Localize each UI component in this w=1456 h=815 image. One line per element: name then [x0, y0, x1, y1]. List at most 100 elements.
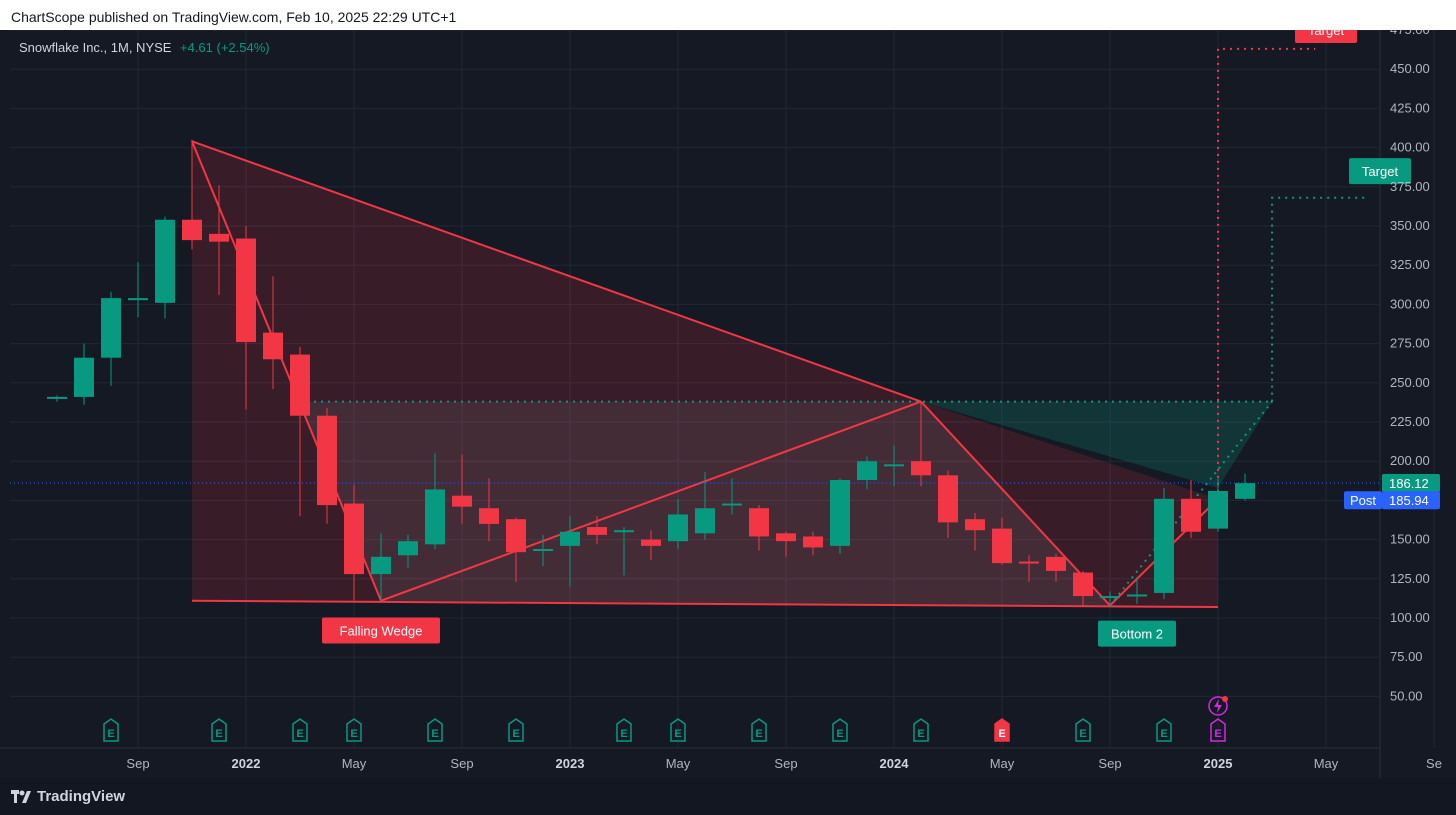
candle-body[interactable]	[1100, 596, 1120, 599]
earnings-event-icon[interactable]	[508, 718, 524, 742]
candle-body[interactable]	[1208, 490, 1228, 529]
annotation-label-box[interactable]	[322, 617, 440, 644]
candle-body[interactable]	[317, 415, 337, 506]
candle-body[interactable]	[614, 530, 634, 533]
wedge-upper-line	[191, 140, 922, 403]
price-axis-tick: 325.00	[1390, 257, 1430, 272]
earnings-event-glyph: E	[755, 728, 762, 740]
candle-body[interactable]	[830, 480, 850, 546]
candle-body[interactable]	[128, 298, 148, 301]
candle-body[interactable]	[1127, 594, 1147, 597]
earnings-event-icon[interactable]	[670, 718, 686, 742]
candle-body[interactable]	[992, 528, 1012, 564]
time-axis-tick: May	[666, 756, 691, 771]
tradingview-brand[interactable]: TradingView	[11, 788, 125, 805]
price-axis-tick: 475.00	[1390, 30, 1430, 37]
candle-body[interactable]	[1181, 498, 1201, 532]
earnings-event-icon[interactable]	[1156, 718, 1172, 742]
candle-body[interactable]	[74, 357, 94, 397]
earnings-event-icon[interactable]	[832, 718, 848, 742]
annotation-label-box[interactable]	[1349, 158, 1411, 185]
price-axis-tick: 50.00	[1390, 688, 1423, 703]
candle-body[interactable]	[290, 354, 310, 416]
green-target-path	[1271, 196, 1370, 402]
candle-body[interactable]	[344, 503, 364, 575]
time-axis-tick: 2022	[232, 756, 261, 771]
earnings-event-glyph: E	[620, 728, 627, 740]
candle-body[interactable]	[641, 539, 661, 546]
earnings-event-glyph: E	[107, 728, 114, 740]
lightning-icon[interactable]	[1208, 696, 1228, 716]
candle-body[interactable]	[209, 233, 229, 242]
breakout-fill	[921, 401, 1272, 488]
annotation-label-box[interactable]	[1295, 30, 1357, 43]
time-axis-tick: Se	[1426, 756, 1442, 771]
earnings-event-icon[interactable]	[103, 718, 119, 742]
candle-body[interactable]	[884, 464, 904, 467]
candle-body[interactable]	[371, 556, 391, 575]
earnings-event-icon[interactable]	[346, 718, 362, 742]
earnings-event-glyph: E	[674, 728, 681, 740]
earnings-event-icon[interactable]	[1075, 718, 1091, 742]
candle-body[interactable]	[587, 527, 607, 535]
earnings-event-icon[interactable]	[913, 718, 929, 742]
price-tag-value: 185.94	[1389, 493, 1429, 508]
earnings-event-icon[interactable]	[211, 718, 227, 742]
candle-body[interactable]	[155, 219, 175, 303]
price-tag	[1382, 473, 1440, 492]
candle-body[interactable]	[1073, 572, 1093, 597]
candle-body[interactable]	[182, 219, 202, 241]
earnings-event-icon[interactable]	[616, 718, 632, 742]
candle-body[interactable]	[857, 461, 877, 481]
earnings-event-icon[interactable]	[427, 718, 443, 742]
candle-body[interactable]	[1154, 498, 1174, 593]
price-axis-tick: 300.00	[1390, 296, 1430, 311]
wedge-fill	[192, 141, 1218, 608]
earnings-event-icon[interactable]	[751, 718, 767, 742]
candle-body[interactable]	[776, 533, 796, 542]
candle-body[interactable]	[1019, 561, 1039, 564]
price-axis-tick: 400.00	[1390, 140, 1430, 155]
candle-body[interactable]	[533, 549, 553, 552]
lightning-bolt	[1214, 699, 1222, 713]
candle-body[interactable]	[965, 519, 985, 531]
candle-body[interactable]	[722, 503, 742, 506]
earnings-event-glyph: E	[296, 728, 303, 740]
candle-body[interactable]	[452, 495, 472, 507]
candle-body[interactable]	[1046, 556, 1066, 571]
candle-body[interactable]	[506, 519, 526, 553]
earnings-event-glyph: E	[431, 728, 438, 740]
candle-body[interactable]	[263, 332, 283, 360]
time-axis-tick: Sep	[774, 756, 797, 771]
time-axis-tick: Sep	[1098, 756, 1121, 771]
price-axis-tick: 275.00	[1390, 336, 1430, 351]
candle-body[interactable]	[1235, 483, 1255, 499]
earnings-event-icon[interactable]	[292, 718, 308, 742]
earnings-event-glyph: E	[512, 728, 519, 740]
price-axis-tick: 250.00	[1390, 375, 1430, 390]
candle-body[interactable]	[560, 531, 580, 546]
candle-body[interactable]	[398, 541, 418, 556]
price-tag-value: 186.12	[1389, 476, 1429, 491]
candle-body[interactable]	[425, 489, 445, 545]
candle-body[interactable]	[236, 238, 256, 343]
earnings-event-glyph: E	[836, 728, 843, 740]
candle-body[interactable]	[938, 475, 958, 523]
price-chart[interactable]: Falling Wedge Bottom 2 Target Target E E E E E E E…	[0, 30, 1456, 778]
candle-body[interactable]	[101, 298, 121, 358]
notification-dot	[1222, 696, 1228, 702]
earnings-event-glyph: E	[215, 728, 222, 740]
candle-body[interactable]	[803, 536, 823, 548]
earnings-event-icon[interactable]	[1210, 718, 1226, 742]
time-axis-tick: May	[1314, 756, 1339, 771]
candle-body[interactable]	[749, 508, 769, 537]
annotation-label-box[interactable]	[1098, 620, 1176, 647]
earnings-event-icon[interactable]	[994, 718, 1010, 742]
candle-body[interactable]	[695, 508, 715, 534]
candle-body[interactable]	[668, 514, 688, 542]
candle-body[interactable]	[911, 461, 931, 476]
symbol-title: Snowflake Inc., 1M, NYSE	[19, 40, 172, 55]
candle-body[interactable]	[479, 508, 499, 524]
price-axis-tick: 200.00	[1390, 453, 1430, 468]
candle-body[interactable]	[47, 396, 67, 399]
